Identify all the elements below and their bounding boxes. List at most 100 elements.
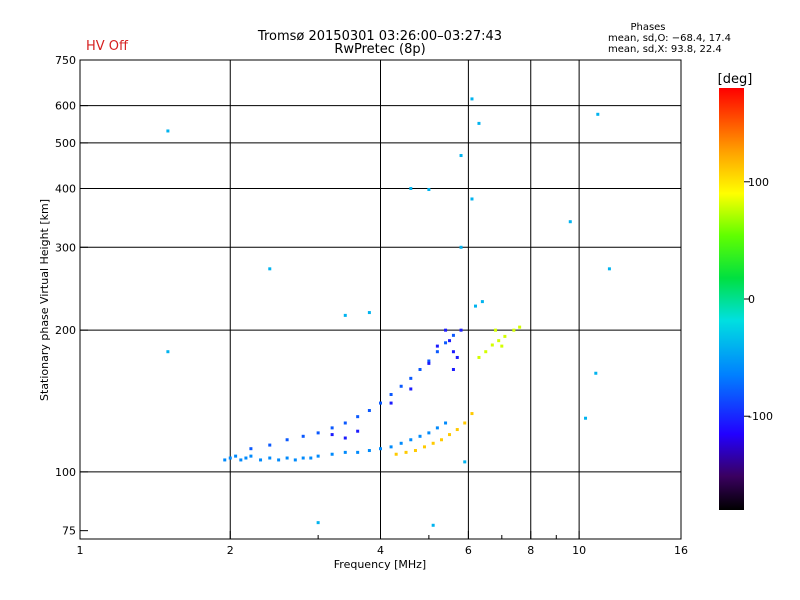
data-points — [166, 97, 611, 527]
data-point — [367, 311, 371, 315]
y-axis-label: Stationary phase Virtual Height [km] — [38, 199, 51, 401]
colorbar-label: [deg] — [718, 72, 753, 87]
data-point — [444, 421, 448, 425]
data-point — [399, 384, 403, 388]
y-tick-label: 400 — [55, 182, 76, 195]
data-point — [518, 325, 522, 329]
chart-subtitle: RwPretec (8p) — [334, 42, 425, 57]
data-point — [440, 438, 444, 442]
data-point — [330, 452, 334, 456]
y-tick-label: 200 — [55, 324, 76, 337]
y-tick-label: 300 — [55, 241, 76, 254]
data-point — [431, 441, 435, 445]
data-point — [500, 344, 504, 348]
data-point — [379, 401, 382, 405]
data-point — [301, 434, 305, 438]
data-point — [343, 313, 347, 317]
data-point — [470, 97, 474, 101]
data-point — [268, 443, 272, 447]
colorbar-tick-label: 0 — [748, 293, 755, 306]
phases-title: Phases — [630, 22, 665, 33]
data-point — [427, 188, 431, 192]
data-point — [422, 445, 426, 449]
data-point — [389, 445, 393, 449]
data-point — [409, 186, 413, 190]
data-point — [512, 328, 516, 332]
data-point — [309, 456, 313, 460]
y-tick-label: 500 — [55, 137, 76, 150]
data-point — [367, 449, 371, 453]
data-point — [490, 343, 494, 347]
data-point — [455, 428, 459, 432]
colorbar-tick-label: 100 — [748, 176, 769, 189]
data-point — [484, 350, 488, 354]
x-tick-label: 10 — [572, 544, 586, 557]
data-point — [594, 371, 598, 375]
data-point — [497, 339, 501, 343]
colorbar-tick-label: -100 — [748, 410, 773, 423]
data-point — [249, 454, 253, 458]
data-point — [223, 458, 227, 462]
data-point — [343, 450, 347, 454]
x-tick-label: 4 — [377, 544, 384, 557]
data-point — [301, 456, 305, 460]
x-tick-label: 1 — [77, 544, 84, 557]
data-point — [343, 421, 347, 425]
data-point — [459, 328, 463, 332]
data-point — [596, 112, 600, 116]
data-point — [427, 431, 431, 435]
data-point — [444, 341, 448, 345]
colorbar — [719, 88, 744, 510]
data-point — [448, 433, 452, 437]
phases-x-stats: mean, sd,X: 93.8, 22.4 — [608, 44, 722, 55]
y-tick-label: 600 — [55, 100, 76, 113]
data-point — [444, 328, 448, 332]
data-point — [356, 415, 360, 419]
data-point — [285, 438, 289, 442]
chart-title: Tromsø 20150301 03:26:00–03:27:43 — [257, 29, 502, 44]
data-point — [293, 458, 297, 462]
data-point — [459, 154, 463, 158]
data-point — [166, 350, 170, 354]
data-point — [477, 355, 481, 359]
x-tick-label: 2 — [227, 544, 234, 557]
data-point — [477, 121, 481, 125]
data-point — [239, 458, 243, 462]
data-point — [409, 438, 413, 442]
data-point — [409, 387, 413, 391]
data-point — [455, 355, 459, 359]
data-point — [409, 376, 413, 380]
data-point — [330, 426, 334, 430]
y-tick-label: 750 — [55, 54, 76, 67]
data-point — [448, 339, 452, 343]
data-point — [316, 431, 320, 435]
data-point — [431, 523, 435, 527]
data-point — [418, 434, 422, 438]
data-point — [470, 412, 474, 416]
data-point — [584, 416, 588, 420]
data-point — [367, 409, 371, 413]
x-axis-label: Frequency [MHz] — [334, 558, 426, 571]
data-point — [451, 350, 455, 354]
x-tick-label: 8 — [527, 544, 534, 557]
data-point — [249, 447, 253, 451]
data-point — [480, 300, 484, 304]
data-point — [228, 456, 232, 460]
data-point — [389, 401, 393, 405]
data-point — [268, 456, 272, 460]
data-point — [285, 456, 289, 460]
data-point — [427, 359, 431, 363]
y-tick-label: 75 — [62, 525, 76, 538]
data-point — [268, 267, 272, 271]
data-point — [435, 426, 439, 430]
data-point — [451, 367, 455, 371]
data-point — [234, 454, 238, 458]
x-tick-label: 6 — [465, 544, 472, 557]
data-point — [316, 454, 320, 458]
data-point — [463, 421, 467, 425]
data-point — [427, 361, 431, 365]
data-point — [316, 521, 320, 525]
data-point — [463, 460, 467, 464]
data-point — [356, 429, 360, 433]
